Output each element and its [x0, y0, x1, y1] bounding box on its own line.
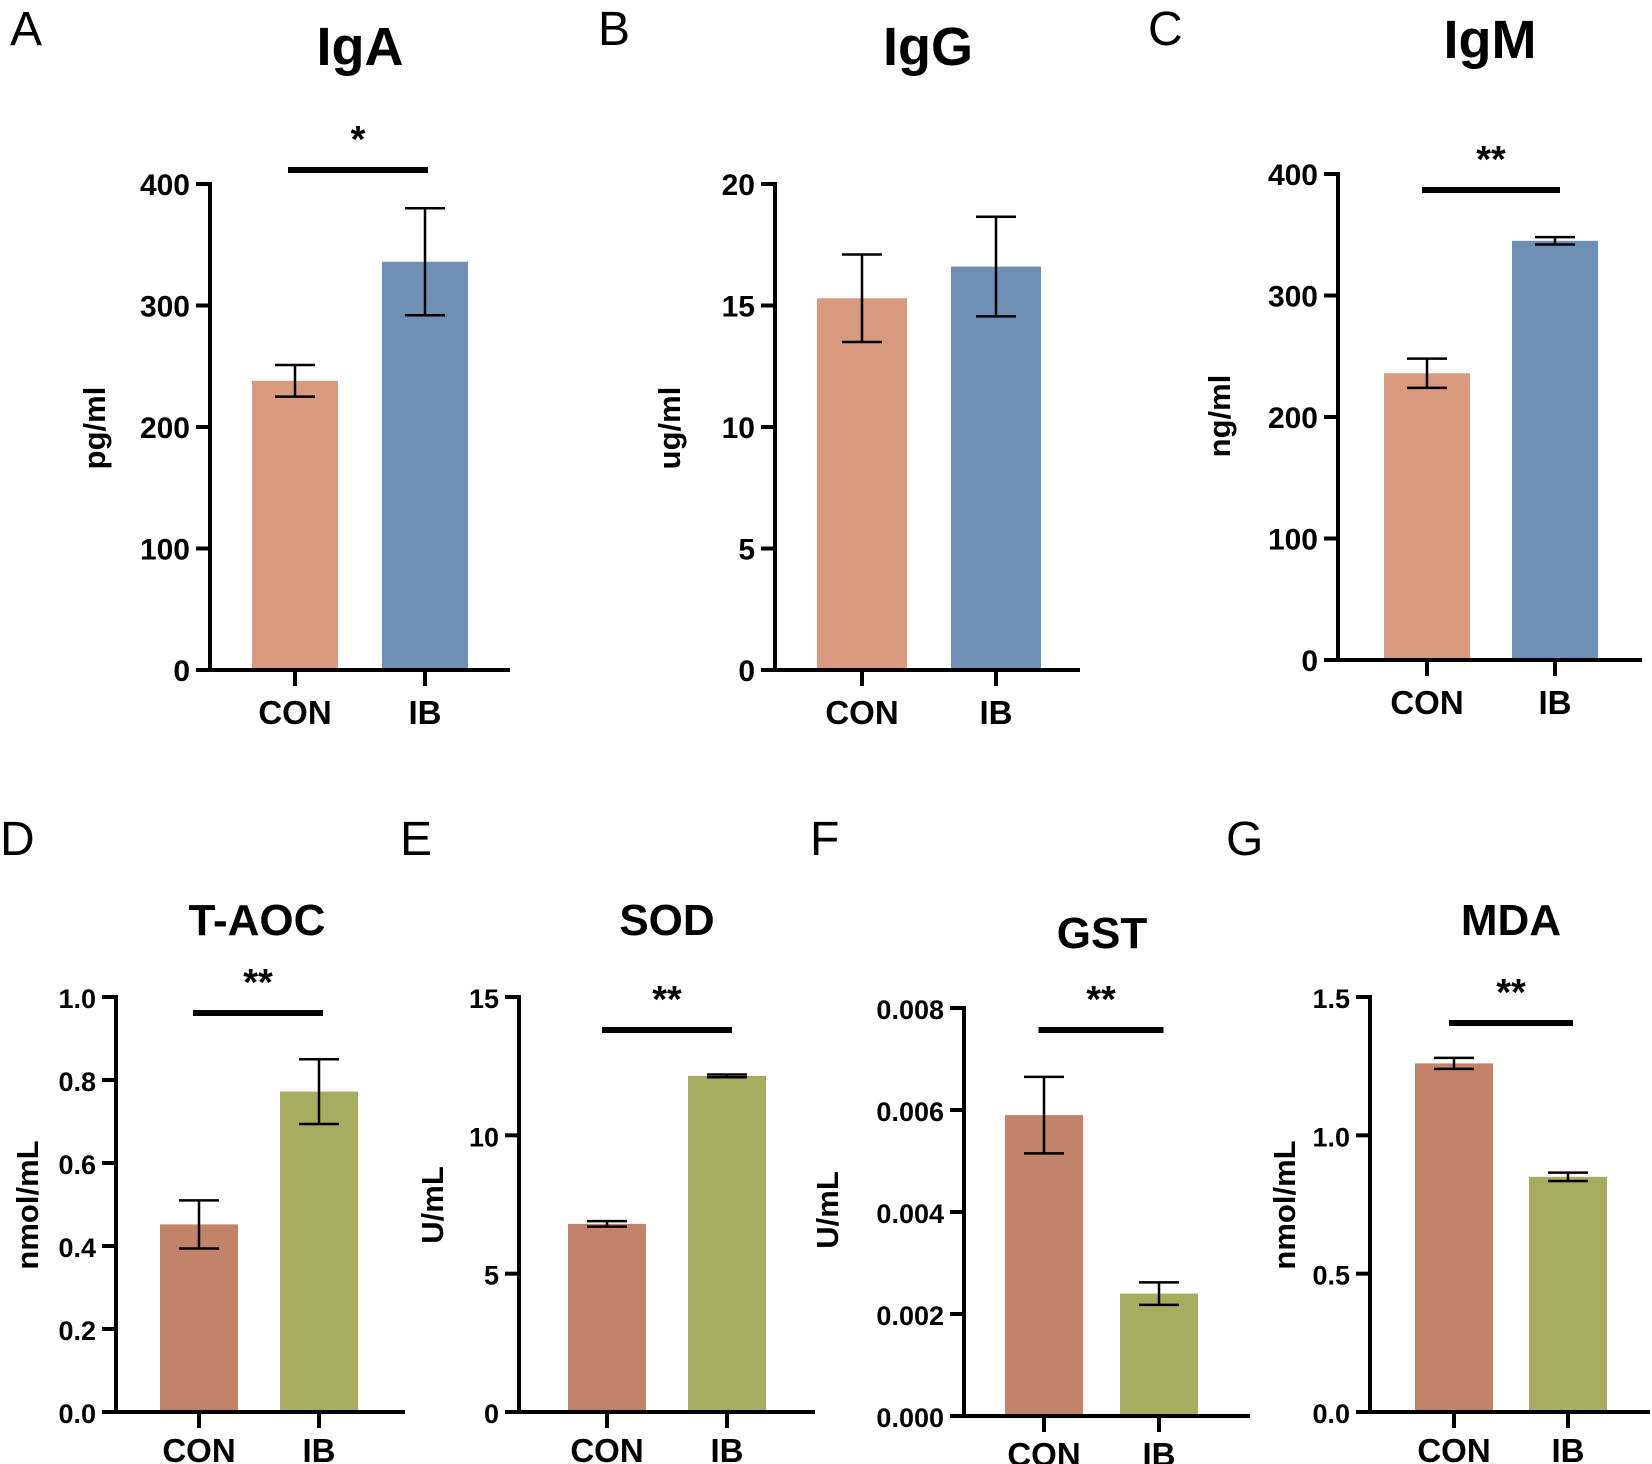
bar-con	[1384, 373, 1470, 660]
x-tick-label: CON	[1390, 684, 1463, 721]
y-tick-label: 0.4	[58, 1233, 96, 1263]
significance-marker: **	[243, 962, 273, 1004]
bar-ib	[382, 261, 468, 670]
x-tick-label: CON	[258, 694, 331, 731]
bar-ib	[1120, 1293, 1198, 1416]
bar-ib	[688, 1075, 766, 1412]
y-tick-label: 100	[1268, 524, 1318, 557]
y-tick-label: 1.5	[1312, 984, 1350, 1014]
significance-marker: *	[351, 119, 366, 161]
y-tick-label: 200	[140, 412, 190, 445]
panel-letter: B	[598, 3, 630, 56]
y-tick-label: 5	[738, 534, 755, 567]
y-tick-label: 15	[469, 984, 499, 1014]
bar-ib	[1529, 1176, 1607, 1412]
x-tick-label: CON	[570, 1432, 643, 1464]
panel-letter: E	[400, 813, 432, 866]
y-tick-label: 10	[722, 412, 755, 445]
chart-title: IgG	[883, 17, 973, 77]
x-tick-label: CON	[1417, 1432, 1490, 1464]
panel-letter: D	[0, 813, 35, 866]
y-tick-label: 0	[1301, 645, 1318, 678]
x-tick-label: IB	[1552, 1432, 1585, 1464]
y-tick-label: 400	[140, 169, 190, 202]
bar-con	[1415, 1063, 1493, 1412]
significance-marker: **	[652, 979, 682, 1021]
significance-marker: **	[1496, 972, 1526, 1014]
y-axis-label: ng/ml	[1202, 375, 1237, 458]
y-tick-label: 0.002	[876, 1301, 944, 1331]
y-tick-label: 0.006	[876, 1097, 944, 1127]
chart-title: T-AOC	[189, 896, 326, 945]
bar-con	[252, 380, 338, 670]
y-tick-label: 100	[140, 534, 190, 567]
x-tick-label: IB	[1143, 1436, 1176, 1464]
y-tick-label: 0.0	[1312, 1399, 1350, 1429]
y-tick-label: 20	[722, 169, 755, 202]
y-tick-label: 0	[738, 655, 755, 688]
chart-title: IgM	[1444, 10, 1537, 70]
y-tick-label: 0.008	[876, 995, 944, 1025]
panel-g: G MDA nmol/mL 0.0 0.5 1.0 1.5 CON IB **	[1226, 813, 1650, 1464]
bar-ib	[1512, 240, 1598, 660]
chart-title: MDA	[1461, 896, 1561, 945]
y-tick-label: 0	[484, 1399, 499, 1429]
y-tick-label: 1.0	[58, 984, 96, 1014]
x-tick-label: CON	[1007, 1436, 1080, 1464]
y-tick-label: 0.0	[58, 1399, 96, 1429]
chart-title: GST	[1057, 909, 1148, 958]
significance-marker: **	[1476, 139, 1506, 181]
bar-ib	[280, 1091, 358, 1412]
bar-con	[568, 1223, 646, 1412]
y-tick-label: 200	[1268, 402, 1318, 435]
y-axis-label: U/mL	[415, 1166, 450, 1244]
panel-letter: G	[1226, 813, 1263, 866]
y-axis-label: ug/ml	[652, 387, 687, 470]
y-tick-label: 400	[1268, 159, 1318, 192]
y-tick-label: 0.6	[58, 1150, 96, 1180]
panel-b: B IgG ug/ml 0 5 10 15 20 CON IB	[598, 3, 1080, 731]
panel-f: F GST U/mL 0.000 0.002 0.004 0.006 0.008 CON IB **	[810, 813, 1250, 1464]
y-tick-label: 0.2	[58, 1316, 96, 1346]
panel-letter: F	[810, 813, 839, 866]
x-tick-label: IB	[980, 694, 1013, 731]
panel-letter: A	[10, 3, 42, 56]
panel-a: A IgA pg/ml 0 100 200 300 400 CON IB *	[10, 3, 510, 731]
x-tick-label: CON	[162, 1432, 235, 1464]
y-axis-label: nmol/mL	[1267, 1140, 1302, 1269]
y-tick-label: 1.0	[1312, 1122, 1350, 1152]
y-axis-label: nmol/mL	[10, 1140, 45, 1269]
x-tick-label: IB	[303, 1432, 336, 1464]
bar-ib	[951, 266, 1041, 670]
x-tick-label: IB	[711, 1432, 744, 1464]
y-tick-label: 10	[469, 1122, 499, 1152]
y-tick-label: 300	[140, 291, 190, 324]
panel-letter: C	[1148, 3, 1183, 56]
y-tick-label: 300	[1268, 281, 1318, 314]
significance-marker: **	[1086, 979, 1116, 1021]
bar-con	[160, 1224, 238, 1412]
y-tick-label: 5	[484, 1261, 499, 1291]
y-tick-label: 0	[173, 655, 190, 688]
y-tick-label: 0.004	[876, 1199, 944, 1229]
y-axis-label: pg/ml	[77, 387, 112, 470]
y-tick-label: 0.5	[1312, 1261, 1350, 1291]
x-tick-label: CON	[825, 694, 898, 731]
y-tick-label: 0.000	[876, 1403, 944, 1433]
y-tick-label: 15	[722, 291, 755, 324]
x-tick-label: IB	[1539, 684, 1572, 721]
y-axis-label: U/mL	[810, 1171, 845, 1249]
panel-e: E SOD U/mL 0 5 10 15 CON IB **	[400, 813, 815, 1464]
x-tick-label: IB	[409, 694, 442, 731]
panel-d: D T-AOC nmol/mL 0.0 0.2 0.4 0.6 0.8 1.0 CON IB **	[0, 813, 405, 1464]
bar-con	[817, 298, 907, 670]
panel-c: C IgM ng/ml 0 100 200 300 400 CON IB **	[1148, 3, 1642, 721]
bar-con	[1005, 1115, 1083, 1416]
y-tick-label: 0.8	[58, 1067, 96, 1097]
chart-title: SOD	[619, 896, 714, 945]
chart-title: IgA	[317, 17, 404, 77]
